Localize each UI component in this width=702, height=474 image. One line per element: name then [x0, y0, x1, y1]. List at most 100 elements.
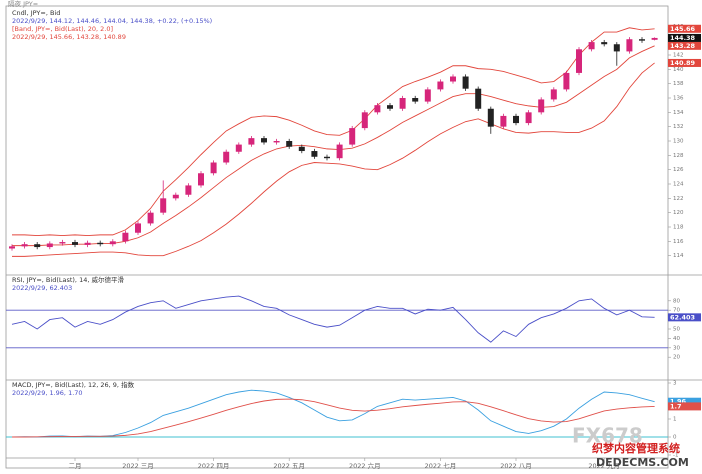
y-tick-label: 114 — [673, 253, 684, 259]
candle-body — [84, 242, 91, 245]
candle-body — [525, 112, 532, 124]
y-tick-label: 126 — [673, 167, 684, 173]
y-tick-label: 80 — [673, 298, 680, 304]
candle-body — [210, 162, 217, 174]
candle-body — [286, 141, 293, 147]
panel-title: MACD, JPY=, Bid(Last), 12, 26, 9, 指数 — [12, 380, 135, 389]
candle-body — [487, 108, 494, 127]
candle-body — [462, 76, 469, 89]
y-tick-label: 136 — [673, 96, 684, 102]
y-tick-label: -1 — [673, 453, 678, 459]
y-tick-label: 50 — [673, 327, 680, 333]
indicator-line — [12, 398, 655, 438]
y-tick-label: 130 — [673, 139, 684, 145]
frame — [5, 5, 669, 469]
candle-body — [412, 98, 419, 102]
candle-body — [336, 144, 343, 159]
candle-body — [437, 81, 444, 90]
y-tick-label: 30 — [673, 345, 680, 351]
candle-body — [223, 151, 230, 163]
y-tick-label: 1 — [673, 417, 677, 423]
watermark-text: 织梦内容管理系统 — [592, 441, 680, 455]
x-tick-label: 二月 — [69, 462, 82, 470]
candle-body — [601, 42, 608, 45]
candle-body — [172, 194, 179, 199]
indicator-line — [11, 389, 655, 438]
y-tick-label: 134 — [673, 110, 684, 116]
value-tag — [668, 58, 701, 67]
candle-body — [72, 242, 78, 245]
candle-body — [613, 44, 620, 52]
value-tag-label: 144.38 — [670, 34, 696, 42]
page-title: 隔夜 JPY= — [8, 0, 38, 8]
candle-body — [9, 246, 15, 249]
x-tick-label: 2022 七月 — [425, 461, 457, 470]
candle-body — [424, 89, 431, 102]
y-tick-label: 116 — [673, 239, 684, 245]
value-tag — [668, 397, 701, 406]
candle-body — [34, 244, 41, 248]
candle-body — [248, 138, 255, 145]
candle-body — [59, 242, 66, 244]
y-tick-label: 70 — [673, 308, 680, 314]
watermark-site: DEDECMS.COM — [596, 456, 689, 469]
band-line — [12, 45, 655, 247]
value-tag — [668, 313, 701, 322]
value-tag-label: 1.96 — [670, 398, 687, 406]
y-tick-label: 120 — [673, 210, 684, 216]
y-tick-label: 118 — [673, 225, 684, 231]
candle-body — [198, 173, 204, 186]
candle-body — [235, 144, 242, 152]
y-tick-label: 40 — [673, 336, 680, 342]
y-tick-label: 140 — [673, 67, 684, 73]
y-tick-label: 122 — [673, 196, 684, 202]
panel-subtitle: 2022/9/29, 144.12, 144.46, 144.04, 144.3… — [12, 17, 212, 25]
value-tag-label: 140.89 — [670, 59, 696, 67]
value-tag — [668, 24, 701, 33]
candle-body — [160, 198, 167, 213]
band-line — [12, 62, 655, 257]
candle-body — [273, 141, 280, 143]
y-tick-label: 132 — [673, 124, 684, 130]
candle-body — [475, 88, 482, 109]
candle-body — [147, 212, 154, 224]
candle-body — [576, 49, 582, 73]
candle-body — [550, 89, 557, 100]
value-tag — [668, 33, 701, 42]
panel-title: RSI, JPY=, Bid(Last), 14, 威尔德平滑 — [12, 275, 124, 284]
value-tag — [668, 41, 701, 50]
watermark-brand: FX678 — [572, 424, 643, 448]
band-subtitle: 2022/9/29, 145.66, 143.28, 140.89 — [12, 33, 126, 41]
candle-body — [298, 146, 305, 152]
panel-subtitle: 2022/9/29, 62.403 — [12, 284, 72, 292]
candle-body — [450, 76, 456, 82]
panel-title: Cndl, JPY=, Bid — [12, 9, 60, 17]
x-tick-label: 2022 三月 — [122, 462, 154, 470]
candle-body — [513, 115, 519, 124]
candle-body — [185, 185, 192, 195]
candle-body — [311, 151, 318, 157]
candle-body — [135, 223, 141, 233]
value-tag-label: 1.7 — [670, 402, 682, 410]
y-tick-label: 138 — [673, 81, 684, 87]
panel-subtitle: 2022/9/29, 1.96, 1.70 — [12, 389, 83, 397]
y-tick-label: 142 — [673, 53, 684, 59]
y-tick-label: 124 — [673, 182, 684, 188]
y-tick-label: 20 — [673, 355, 680, 361]
x-tick-label: 2022 八月 — [500, 462, 532, 470]
candle-body — [500, 115, 507, 127]
candle-body — [639, 39, 645, 41]
x-tick-label: 2022 六月 — [349, 461, 381, 470]
band-title: [Band, JPY=, Bid(Last), 20, 2.0] — [12, 25, 113, 33]
candle-body — [538, 99, 545, 113]
y-tick-label: 0 — [673, 435, 677, 441]
candle-body — [122, 232, 129, 242]
candle-body — [324, 156, 330, 159]
candle-body — [261, 138, 267, 143]
value-tag-label: 143.28 — [670, 42, 696, 50]
value-tag-label: 62.403 — [670, 313, 695, 321]
candle-body — [21, 244, 28, 247]
x-tick-label: 2022 九月 — [588, 461, 620, 470]
value-tag — [668, 402, 701, 411]
